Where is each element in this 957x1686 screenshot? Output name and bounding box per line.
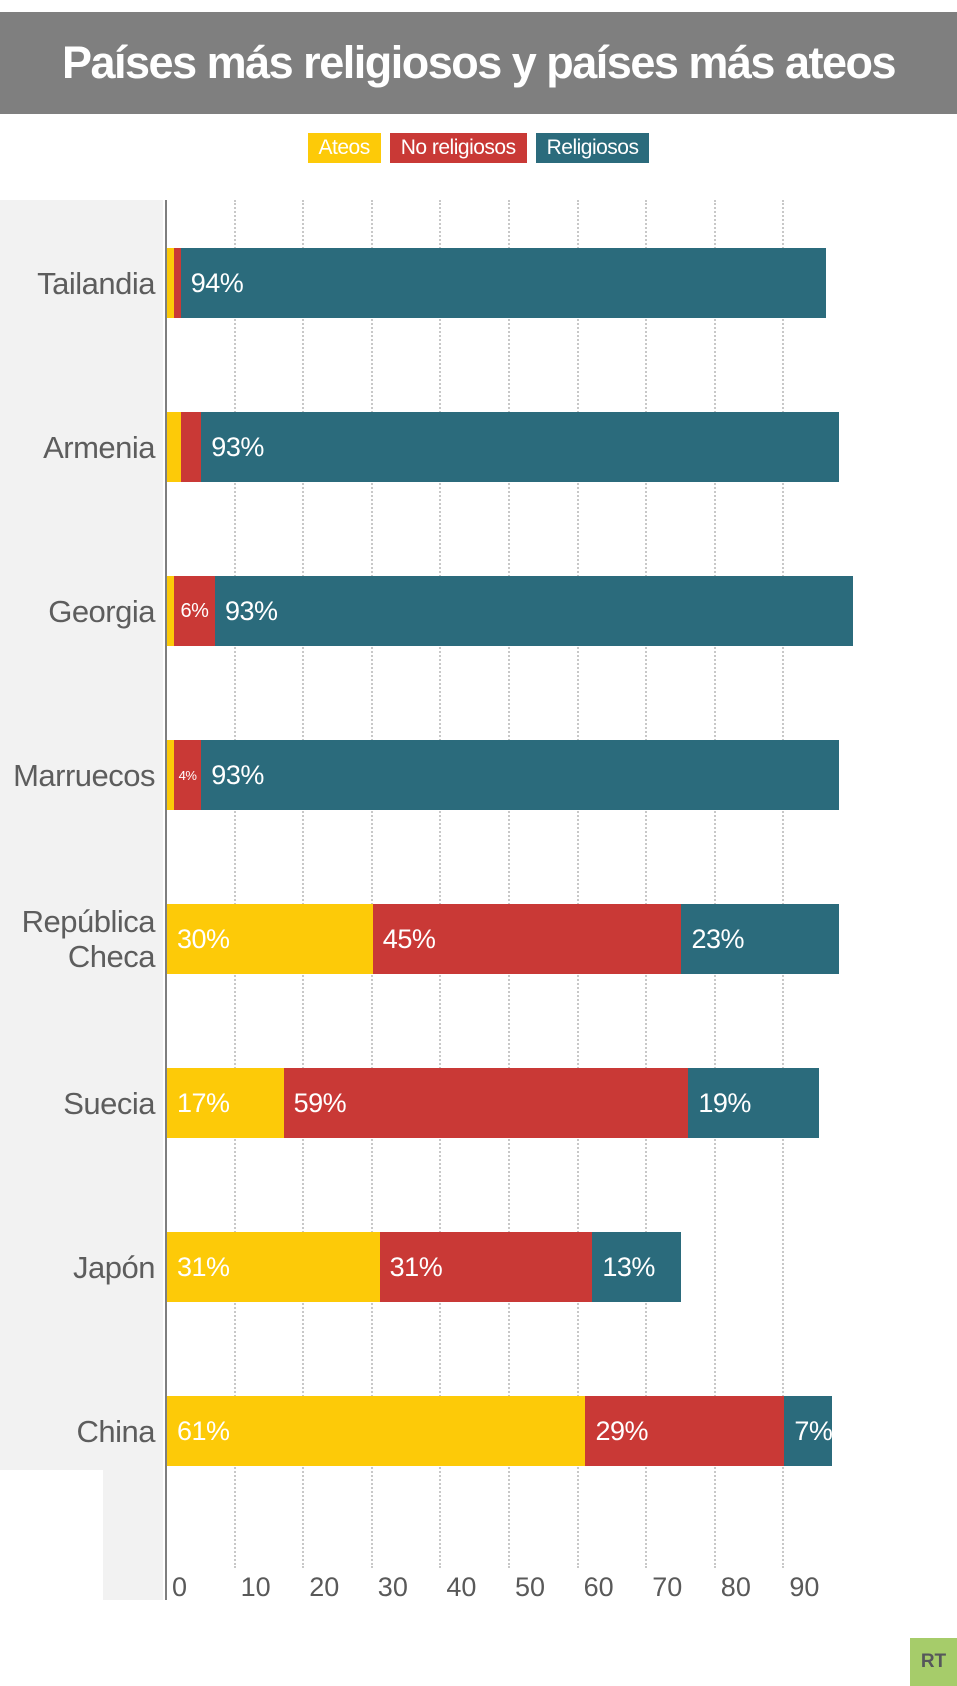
bar-row-tailandia: 94% <box>167 248 826 318</box>
country-label-armenia: Armenia <box>0 412 155 482</box>
rt-logo-text: RT <box>920 1651 947 1672</box>
gridline-30 <box>370 200 373 1568</box>
bar-segment-ateos <box>167 740 174 810</box>
bar-segment-no-religiosos: 4% <box>173 740 202 810</box>
legend-item-religiosos: Religiosos <box>535 133 650 163</box>
bar-row-marruecos: 4% 93% <box>167 740 840 810</box>
bar-segment-religiosos: 93% <box>201 412 840 482</box>
legend: Ateos No religiosos Religiosos <box>0 133 957 163</box>
bar-row-armenia: 93% <box>167 412 840 482</box>
bar-value-label: 31% <box>177 1251 230 1282</box>
bar-segment-no-religiosos: 59% <box>283 1068 689 1138</box>
bar-row-suecia: 17% 59% 19% <box>167 1068 819 1138</box>
x-tick-60: 60 <box>583 1572 614 1602</box>
bar-value-label: 30% <box>177 923 230 954</box>
x-tick-0: 0 <box>172 1572 188 1602</box>
country-label-text: Georgia <box>48 593 155 629</box>
bar-segment-religiosos: 94% <box>180 248 826 318</box>
gridline-10 <box>233 200 236 1568</box>
country-label-text: China <box>76 1413 156 1449</box>
country-label-republica-checa: República Checa <box>0 904 156 974</box>
bar-row-china: 61% 29% 7% <box>167 1396 833 1466</box>
bar-value-label: 59% <box>293 1087 347 1118</box>
country-label-georgia: Georgia <box>0 576 155 646</box>
country-label-text: Tailandia <box>37 265 155 301</box>
bar-segment-religiosos: 93% <box>201 740 840 810</box>
country-label-text: Japón <box>73 1249 155 1285</box>
bar-segment-no-religiosos <box>173 248 181 318</box>
stacked-bar-chart: 0 10 20 30 40 50 60 70 80 90 Tailandia 94% Armenia 93… <box>0 200 957 1602</box>
country-label-text: Suecia <box>63 1085 155 1121</box>
bar-value-label: 93% <box>225 595 278 626</box>
x-tick-80: 80 <box>720 1572 751 1602</box>
country-label-tailandia: Tailandia <box>0 248 155 318</box>
gridline-60 <box>576 200 579 1568</box>
bar-segment-religiosos: 7% <box>784 1396 833 1466</box>
bar-segment-no-religiosos: 6% <box>173 576 216 646</box>
bar-segment-no-religiosos: 29% <box>585 1396 785 1466</box>
bar-segment-ateos: 17% <box>167 1068 284 1138</box>
bar-segment-ateos: 61% <box>167 1396 586 1466</box>
gridline-20 <box>302 200 305 1568</box>
bar-value-label: 94% <box>190 267 244 298</box>
country-label-japon: Japón <box>0 1232 155 1302</box>
bar-value-label: 29% <box>595 1415 648 1446</box>
bar-segment-religiosos: 93% <box>215 576 853 646</box>
x-tick-30: 30 <box>377 1572 408 1602</box>
country-label-china: China <box>0 1396 156 1466</box>
page-title: Países más religiosos y países más ateos <box>61 37 897 88</box>
x-tick-50: 50 <box>515 1572 546 1602</box>
x-tick-10: 10 <box>240 1572 271 1602</box>
bar-segment-religiosos: 23% <box>681 904 840 974</box>
country-label-suecia: Suecia <box>0 1068 155 1138</box>
label-column-background <box>0 200 163 1470</box>
country-label-marruecos: Marruecos <box>0 740 155 810</box>
x-tick-70: 70 <box>652 1572 683 1602</box>
rt-logo: RT <box>910 1638 957 1686</box>
bar-value-label: 93% <box>211 431 264 462</box>
bar-segment-no-religiosos: 31% <box>379 1232 593 1302</box>
bar-segment-religiosos: 19% <box>688 1068 819 1138</box>
bar-value-label: 7% <box>794 1415 833 1446</box>
bar-value-label: 23% <box>691 923 745 954</box>
bar-segment-ateos <box>167 248 174 318</box>
bar-value-label: 6% <box>180 599 209 622</box>
bar-value-label: 17% <box>177 1087 230 1118</box>
gridline-80 <box>713 200 716 1568</box>
bar-segment-ateos: 30% <box>167 904 373 974</box>
country-label-text: Armenia <box>43 429 155 465</box>
country-label-text: República Checa <box>21 904 156 974</box>
bar-segment-ateos <box>167 576 174 646</box>
bar-value-label: 4% <box>178 767 197 783</box>
bar-value-label: 93% <box>211 759 264 790</box>
x-tick-20: 20 <box>309 1572 340 1602</box>
country-label-text: Marruecos <box>13 757 155 793</box>
legend-item-no-religiosos: No religiosos <box>389 133 527 163</box>
gridline-40 <box>439 200 442 1568</box>
bar-segment-no-religiosos: 45% <box>372 904 682 974</box>
bar-value-label: 13% <box>602 1251 655 1282</box>
label-column-background-foot <box>103 1470 163 1600</box>
legend-item-ateos: Ateos <box>307 133 381 163</box>
bar-row-georgia: 6% 93% <box>167 576 853 646</box>
bar-segment-ateos: 31% <box>167 1232 380 1302</box>
header-banner: Países más religiosos y países más ateos <box>0 12 957 114</box>
gridline-70 <box>645 200 648 1568</box>
bar-segment-no-religiosos <box>180 412 202 482</box>
bar-row-republica-checa: 30% 45% 23% <box>167 904 840 974</box>
bar-value-label: 45% <box>382 923 436 954</box>
x-tick-90: 90 <box>789 1572 820 1602</box>
bar-row-japon: 31% 31% 13% <box>167 1232 682 1302</box>
y-axis-line <box>165 200 167 1600</box>
bar-value-label: 61% <box>177 1415 230 1446</box>
bar-segment-religiosos: 13% <box>592 1232 682 1302</box>
bar-value-label: 31% <box>389 1251 443 1282</box>
bar-value-label: 19% <box>698 1087 751 1118</box>
gridline-50 <box>508 200 510 1568</box>
bar-segment-ateos <box>167 412 181 482</box>
x-tick-40: 40 <box>446 1572 477 1602</box>
gridline-90 <box>782 200 785 1568</box>
